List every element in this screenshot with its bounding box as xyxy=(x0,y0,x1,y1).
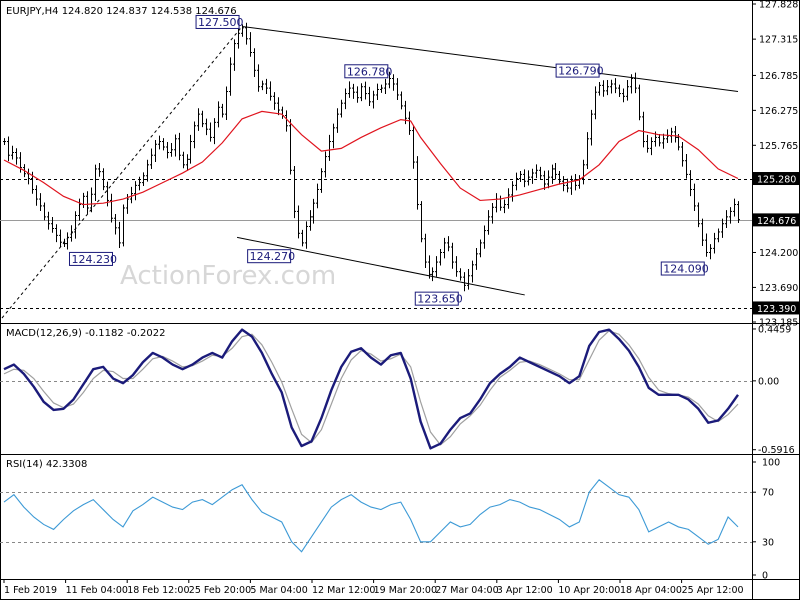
price-level-tag xyxy=(753,213,800,227)
price-label-box xyxy=(68,251,113,266)
price-label: 124.270 xyxy=(250,250,296,263)
time-tick-label: 18 Apr 04:00 xyxy=(620,585,682,596)
price-level-tag-text: 124.676 xyxy=(757,216,796,227)
price-tick-label: 123.690 xyxy=(759,283,798,294)
trendline-dashed xyxy=(1,26,243,319)
price-tick-label: 127.315 xyxy=(759,35,798,46)
price-tick-label: 127.828 xyxy=(759,0,798,11)
time-tick-label: 3 Apr 12:00 xyxy=(497,585,553,596)
price-label-box xyxy=(247,249,292,264)
price-label: 124.090 xyxy=(663,263,709,276)
price-label: 124.230 xyxy=(71,253,117,266)
macd-line xyxy=(3,328,739,450)
trendline xyxy=(236,236,525,296)
axes: 125.280 124.676 123.390 127.828 127.315 126.7… xyxy=(3,0,800,596)
macd-signal-line xyxy=(3,330,739,446)
price-label: 127.500 xyxy=(198,16,244,29)
time-tick-label: 25 Apr 12:00 xyxy=(682,585,744,596)
moving-average-line xyxy=(3,110,739,206)
rsi-tick-label: 0 xyxy=(762,571,768,582)
price-label-box xyxy=(660,261,705,276)
time-tick-label: 5 Mar 04:00 xyxy=(250,585,307,596)
price-level-tag-text: 123.390 xyxy=(757,304,796,315)
price-level-tag xyxy=(753,301,800,315)
price-label-box xyxy=(344,64,389,79)
rsi-line xyxy=(3,479,739,553)
macd-title: MACD(12,26,9) -0.1182 -0.2022 xyxy=(6,328,166,339)
main-chart-title: EURJPY,H4 124.820 124.837 124.538 124.67… xyxy=(6,6,237,17)
price-tick-label: 123.185 xyxy=(759,318,798,329)
watermark: ActionForex.com xyxy=(120,261,336,291)
price-tick-label: 126.275 xyxy=(759,106,798,117)
trendline xyxy=(241,25,739,93)
time-tick-label: 27 Mar 04:00 xyxy=(435,585,498,596)
time-tick-label: 1 Feb 2019 xyxy=(4,585,57,596)
time-tick-label: 12 Mar 12:00 xyxy=(312,585,375,596)
price-label-box xyxy=(414,291,459,306)
price-tick-label: 125.765 xyxy=(759,141,798,152)
macd-panel xyxy=(0,328,752,450)
time-tick-label: 25 Feb 20:00 xyxy=(189,585,251,596)
price-level-tag xyxy=(753,172,800,186)
price-tick-label: 124.200 xyxy=(759,248,798,259)
price-label: 126.780 xyxy=(347,65,393,78)
rsi-tick-label: 30 xyxy=(762,537,774,548)
time-tick-label: 10 Apr 20:00 xyxy=(558,585,620,596)
macd-tick-label: -0.5916 xyxy=(758,445,795,456)
price-label-box xyxy=(555,63,600,78)
price-label: 126.790 xyxy=(558,65,604,78)
price-panel: 127.500 126.780 126.790 124.230 124.270 123.6… xyxy=(0,14,752,319)
price-tick-label: 126.785 xyxy=(759,71,798,82)
rsi-panel xyxy=(0,479,752,553)
macd-tick-label: 0.4459 xyxy=(758,324,791,335)
macd-tick-label: 0.00 xyxy=(758,376,779,387)
price-level-tag-text: 125.280 xyxy=(757,175,796,186)
price-label-box xyxy=(195,14,240,29)
price-label: 123.650 xyxy=(417,293,463,306)
rsi-tick-label: 100 xyxy=(762,458,780,469)
time-tick-label: 18 Feb 12:00 xyxy=(127,585,189,596)
rsi-tick-label: 70 xyxy=(762,488,774,499)
time-tick-label: 19 Mar 20:00 xyxy=(374,585,437,596)
time-tick-label: 11 Feb 04:00 xyxy=(66,585,128,596)
rsi-title: RSI(14) 42.3308 xyxy=(6,459,87,470)
